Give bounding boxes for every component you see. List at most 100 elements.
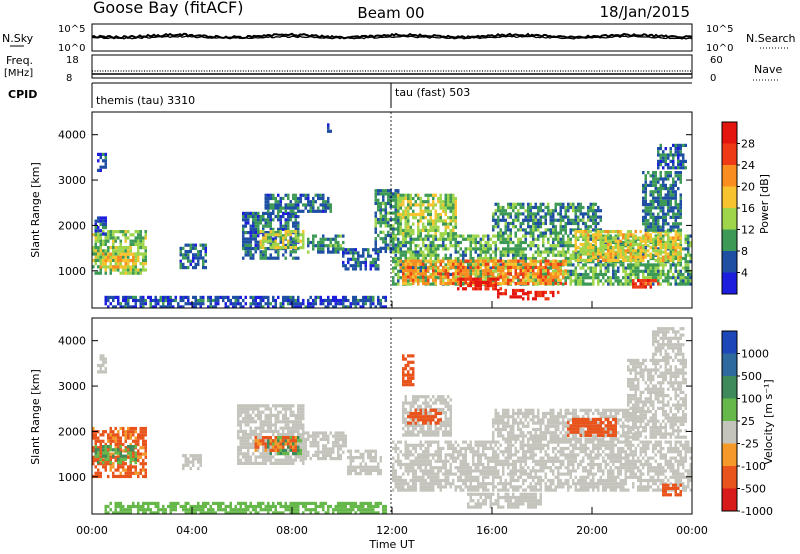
power-region bbox=[657, 143, 687, 170]
velocity-colorbar: 1000 500 100 25 -25 -100 -500 -1000 bbox=[721, 330, 773, 518]
velocity-colorbar-label: 25 bbox=[741, 415, 755, 428]
cpid-segment-1: themis (tau) 3310 bbox=[96, 94, 195, 107]
freq-panel: Freq. [MHz] 18 8 60 0 Nave bbox=[4, 54, 782, 84]
cpid-panel: CPID themis (tau) 3310 tau (fast) 503 bbox=[8, 82, 692, 108]
station-title: Goose Bay (fitACF) bbox=[93, 0, 243, 17]
power-colorbar-label: 16 bbox=[741, 202, 755, 215]
x-tick-label: 08:00 bbox=[276, 524, 308, 537]
y-tick-label: 3000 bbox=[58, 174, 86, 187]
velocity-colorbar-swatch bbox=[722, 353, 737, 376]
velocity-colorbar-swatch bbox=[722, 421, 737, 444]
freq-label: Freq. bbox=[6, 54, 33, 67]
power-region bbox=[374, 189, 400, 254]
power-colorbar-swatch bbox=[722, 208, 737, 230]
y-tick-label: 3000 bbox=[58, 380, 86, 393]
x-tick-label: 16:00 bbox=[476, 524, 508, 537]
power-region bbox=[104, 295, 387, 309]
freq-tick-top: 18 bbox=[66, 55, 79, 66]
velocity-colorbar-swatch bbox=[722, 443, 737, 466]
x-tick-label: 00:00 bbox=[676, 524, 708, 537]
velocity-region bbox=[407, 408, 442, 425]
nsky-panel: N.Sky 10^5 10^0 10^5 10^0 N.Search bbox=[2, 23, 796, 54]
power-data-layer bbox=[92, 123, 692, 309]
velocity-y-axis: 1000 2000 3000 4000 bbox=[58, 335, 692, 484]
time-axis-labels: 00:00 04:00 08:00 12:00 16:00 20:00 00:00 bbox=[76, 524, 708, 537]
velocity-colorbar-label: 1000 bbox=[741, 348, 769, 361]
velocity-data-layer bbox=[92, 327, 692, 515]
power-region bbox=[259, 230, 305, 250]
velocity-region bbox=[402, 395, 452, 437]
nave-label: Nave bbox=[754, 63, 782, 76]
y-tick-label: 1000 bbox=[58, 265, 86, 278]
date-title: 18/Jan/2015 bbox=[600, 3, 691, 21]
cpid-segment-2: tau (fast) 503 bbox=[395, 86, 470, 99]
velocity-region bbox=[627, 358, 687, 439]
velocity-x-ticks bbox=[91, 507, 693, 514]
velocity-colorbar-label: -1000 bbox=[741, 505, 773, 518]
power-ylabel: Slant Range [km] bbox=[29, 162, 42, 258]
power-colorbar-title: Power [dB] bbox=[758, 174, 771, 234]
velocity-region bbox=[304, 431, 347, 461]
power-region bbox=[264, 193, 332, 213]
power-region bbox=[327, 123, 332, 133]
power-region bbox=[179, 243, 207, 270]
velocity-colorbar-swatch bbox=[722, 488, 737, 511]
y-tick-label: 4000 bbox=[58, 335, 86, 348]
velocity-region bbox=[652, 327, 685, 360]
velocity-colorbar-swatch bbox=[722, 398, 737, 421]
nsky-trace bbox=[91, 32, 693, 40]
velocity-colorbar-title: Velocity [m s⁻¹] bbox=[762, 379, 775, 464]
power-colorbar-label: 24 bbox=[741, 159, 755, 172]
power-colorbar-swatch bbox=[722, 122, 737, 144]
power-region bbox=[642, 171, 682, 232]
power-region bbox=[94, 216, 107, 236]
velocity-region bbox=[347, 449, 382, 476]
power-colorbar-swatch bbox=[722, 251, 737, 273]
velocity-region bbox=[182, 454, 202, 471]
power-region bbox=[99, 252, 140, 269]
power-region bbox=[497, 288, 527, 299]
cpid-label: CPID bbox=[8, 88, 37, 101]
nsky-tick-bottom: 10^0 bbox=[58, 43, 85, 54]
power-colorbar-label: 4 bbox=[741, 267, 748, 280]
power-colorbar-swatch bbox=[722, 186, 737, 208]
power-colorbar-label: 12 bbox=[741, 224, 755, 237]
velocity-colorbar-swatch bbox=[722, 376, 737, 399]
x-tick-label: 12:00 bbox=[376, 524, 408, 537]
velocity-colorbar-label: -25 bbox=[741, 438, 759, 451]
x-tick-label: 20:00 bbox=[576, 524, 608, 537]
power-colorbar-swatch bbox=[722, 272, 737, 294]
power-region bbox=[307, 234, 345, 254]
power-region bbox=[574, 230, 682, 262]
y-tick-label: 2000 bbox=[58, 219, 86, 232]
velocity-region bbox=[97, 354, 107, 374]
velocity-colorbar-swatch bbox=[722, 331, 737, 354]
power-colorbar-label: 8 bbox=[741, 245, 748, 258]
nsearch-label: N.Search bbox=[746, 32, 796, 45]
power-colorbar-swatch bbox=[722, 143, 737, 165]
velocity-region bbox=[104, 501, 387, 515]
power-colorbar-swatch bbox=[722, 229, 737, 251]
velocity-region bbox=[254, 436, 297, 452]
velocity-colorbar-label: 100 bbox=[741, 393, 762, 406]
nsearch-tick-bottom: 10^0 bbox=[706, 43, 733, 54]
beam-title: Beam 00 bbox=[357, 4, 424, 22]
y-tick-label: 2000 bbox=[58, 425, 86, 438]
velocity-colorbar-swatch bbox=[722, 466, 737, 489]
power-region bbox=[492, 202, 602, 235]
power-region bbox=[522, 290, 560, 301]
velocity-region bbox=[467, 492, 542, 509]
nsky-label: N.Sky bbox=[2, 32, 34, 45]
velocity-region bbox=[662, 483, 682, 497]
power-colorbar-label: 28 bbox=[741, 138, 755, 151]
power-region bbox=[397, 193, 457, 236]
x-tick-label: 04:00 bbox=[176, 524, 208, 537]
nsearch-tick-top: 10^5 bbox=[706, 24, 733, 35]
y-tick-label: 1000 bbox=[58, 471, 86, 484]
power-region bbox=[342, 248, 380, 271]
power-x-ticks bbox=[91, 301, 693, 308]
velocity-colorbar-label: 500 bbox=[741, 370, 762, 383]
nave-tick-top: 60 bbox=[710, 55, 723, 66]
